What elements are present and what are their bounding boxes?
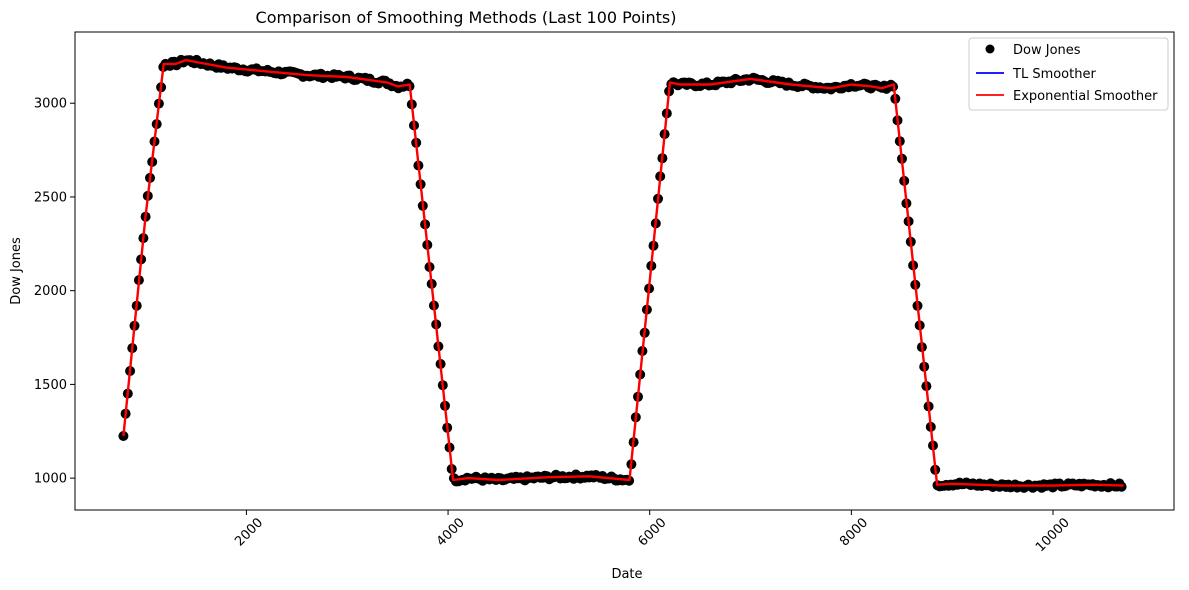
y-tick-label-1000: 1000 <box>34 472 67 487</box>
smoother-lines <box>122 58 1124 487</box>
x-tick-label-4000: 4000 <box>434 515 468 549</box>
y-axis: 1000 1500 2000 2500 3000 <box>34 97 75 487</box>
x-axis: 2000 4000 6000 8000 10000 <box>232 510 1073 555</box>
x-tick-label-8000: 8000 <box>837 515 871 549</box>
legend-label-exponential-smoother: Exponential Smoother <box>1013 89 1158 104</box>
y-axis-label: Dow Jones <box>9 237 24 305</box>
x-tick-label-2000: 2000 <box>232 515 266 549</box>
legend: Dow Jones TL Smoother Exponential Smooth… <box>968 37 1169 111</box>
dow-jones-scatter <box>118 54 1127 493</box>
y-tick-label-2500: 2500 <box>34 190 67 205</box>
x-axis-label: Date <box>611 567 642 582</box>
legend-marker-dow-jones <box>985 44 995 54</box>
legend-box <box>968 37 1169 111</box>
y-tick-label-2000: 2000 <box>34 284 67 299</box>
dow-jones-point-0 <box>118 431 129 441</box>
x-tick-label-10000: 10000 <box>1033 515 1073 555</box>
legend-label-tl-smoother: TL Smoother <box>1012 67 1096 82</box>
plot-frame <box>74 31 1175 511</box>
exponential-smoother-line <box>122 58 1124 487</box>
y-tick-label-3000: 3000 <box>34 97 67 112</box>
chart-title: Comparison of Smoothing Methods (Last 10… <box>256 8 677 27</box>
x-tick-label-6000: 6000 <box>635 515 669 549</box>
tl-smoother-line <box>122 59 1124 487</box>
y-tick-label-1500: 1500 <box>34 378 67 393</box>
legend-label-dow-jones: Dow Jones <box>1013 43 1081 58</box>
